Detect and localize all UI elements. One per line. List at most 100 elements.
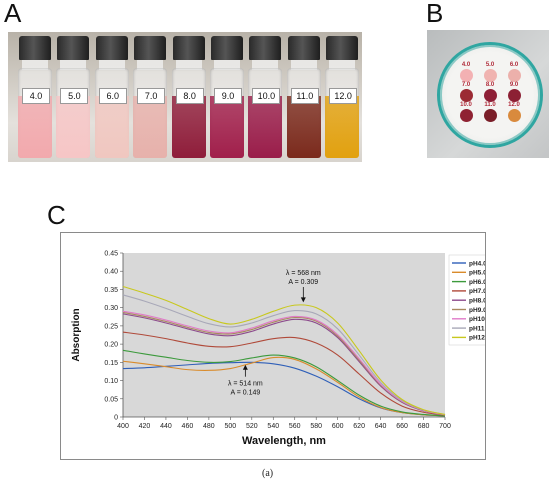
x-tick-label: 420 (139, 423, 151, 430)
dish-spot (459, 89, 473, 102)
legend-entry: pH8.0 (469, 298, 485, 305)
vial-ph-label: 4.0 (22, 88, 50, 104)
y-tick-label: 0.20 (104, 342, 118, 349)
x-tick-label: 480 (203, 423, 215, 430)
x-tick-label: 700 (439, 423, 451, 430)
y-tick-label: 0.15 (104, 360, 118, 367)
dish-spot (507, 89, 521, 102)
vial-body (133, 68, 168, 158)
dish-spot-label: 6.0 (509, 62, 519, 68)
vials-photo: 4.0 5.0 6.0 7.0 8.0 9.0 10.0 11.0 12.0 (8, 32, 362, 162)
y-tick-label: 0 (114, 415, 118, 422)
vial-neck (22, 60, 48, 70)
vial-body (94, 68, 129, 158)
vial: 6.0 (94, 36, 129, 160)
series-line (122, 356, 446, 417)
vial-liquid (133, 96, 168, 158)
x-tick-label: 620 (353, 423, 365, 430)
legend-entry: pH7.0 (469, 288, 485, 295)
vial-ph-label: 11.0 (290, 88, 319, 104)
vial-ph-label: 8.0 (175, 88, 204, 104)
x-tick-label: 640 (375, 423, 387, 430)
vial: 8.0 (171, 36, 206, 160)
vial-cap (326, 36, 359, 60)
figure-caption: (a) (262, 468, 274, 479)
annotation-label: A = 0.309 (288, 279, 318, 286)
x-tick-label: 580 (310, 423, 322, 430)
series-line (122, 313, 446, 416)
panel-label-a: A (4, 0, 22, 28)
vial-cap (287, 36, 320, 60)
vial-cap (249, 36, 282, 60)
dish-spot-label: 10.0 (460, 102, 472, 108)
dish-spot (483, 69, 497, 82)
petri-dish: 4.0 5.0 6.0 7.0 8.0 9.0 10.0 11.0 12.0 (437, 42, 543, 148)
legend-entry: pH11.0 (469, 325, 485, 332)
legend-entry: pH4.0 (469, 260, 485, 267)
vial-body (286, 68, 321, 158)
dish-spot (483, 109, 497, 122)
dish-spot-label: 8.0 (485, 82, 495, 88)
legend-entry: pH10.0 (469, 316, 485, 323)
vial-ph-label: 5.0 (60, 88, 89, 104)
vial-cap (172, 36, 205, 60)
x-tick-label: 500 (224, 423, 236, 430)
y-tick-label: 0.10 (104, 378, 118, 385)
x-tick-label: 560 (289, 423, 301, 430)
plot-area (123, 253, 445, 417)
dish-spot-label: 9.0 (509, 82, 519, 88)
vial-cap (57, 36, 90, 60)
vial-neck (290, 60, 317, 70)
vial-liquid (248, 96, 283, 158)
vial-ph-label: 7.0 (137, 88, 166, 104)
x-tick-label: 540 (267, 423, 279, 430)
vial-liquid (210, 96, 244, 158)
vial-liquid (94, 96, 129, 158)
vial: 12.0 (325, 36, 360, 160)
vial-neck (214, 60, 240, 70)
y-tick-label: 0.45 (104, 251, 118, 258)
x-tick-label: 600 (332, 423, 344, 430)
vial-neck (60, 60, 87, 70)
x-tick-label: 680 (418, 423, 430, 430)
vial-liquid (56, 96, 91, 158)
y-tick-label: 0.25 (104, 323, 118, 330)
vial-body (18, 68, 52, 158)
vial-liquid (18, 96, 52, 158)
vial: 4.0 (18, 36, 52, 160)
annotation-label: λ = 514 nm (228, 381, 263, 388)
dish-spot-label: 5.0 (485, 62, 495, 68)
vial-liquid (286, 96, 321, 158)
legend-entry: pH5.0 (469, 270, 485, 277)
x-tick-label: 460 (182, 423, 194, 430)
dish-spot-label: 11.0 (484, 102, 496, 108)
y-axis-title: Absorption (71, 308, 82, 361)
vial: 5.0 (56, 36, 91, 160)
x-tick-label: 440 (160, 423, 172, 430)
chart-svg: 0 0.05 0.10 0.15 0.20 0.25 0.30 0.35 0.40 0.45 400… (71, 251, 485, 447)
dish-spot (483, 89, 497, 102)
absorption-chart: 0 0.05 0.10 0.15 0.20 0.25 0.30 0.35 0.40 0.45 400… (60, 232, 486, 460)
series-line (122, 294, 446, 415)
vial-neck (98, 60, 125, 70)
dish-spot (459, 109, 473, 122)
annotation-label: λ = 568 nm (286, 270, 321, 277)
y-tick-label: 0.40 (104, 269, 118, 276)
vial-ph-label: 9.0 (214, 88, 242, 104)
dish-spot-label: 12.0 (508, 102, 520, 108)
vial-liquid (325, 96, 360, 158)
x-tick-label: 400 (117, 423, 129, 430)
dish-spot-label: 4.0 (461, 62, 471, 68)
vial-cap (95, 36, 128, 60)
annotation-arrowhead (300, 297, 306, 303)
dish-spot (459, 69, 473, 82)
x-axis-title: Wavelength, nm (242, 435, 326, 447)
legend-entry: pH6.0 (469, 279, 485, 286)
y-tick-label: 0.30 (104, 305, 118, 312)
series-line (122, 349, 446, 417)
vial-cap (134, 36, 167, 60)
vial-ph-label: 12.0 (329, 88, 358, 104)
petri-dish-photo: 4.0 5.0 6.0 7.0 8.0 9.0 10.0 11.0 12.0 (427, 30, 549, 158)
series-line (122, 331, 446, 416)
legend-entry: pH12.0 (469, 335, 485, 342)
